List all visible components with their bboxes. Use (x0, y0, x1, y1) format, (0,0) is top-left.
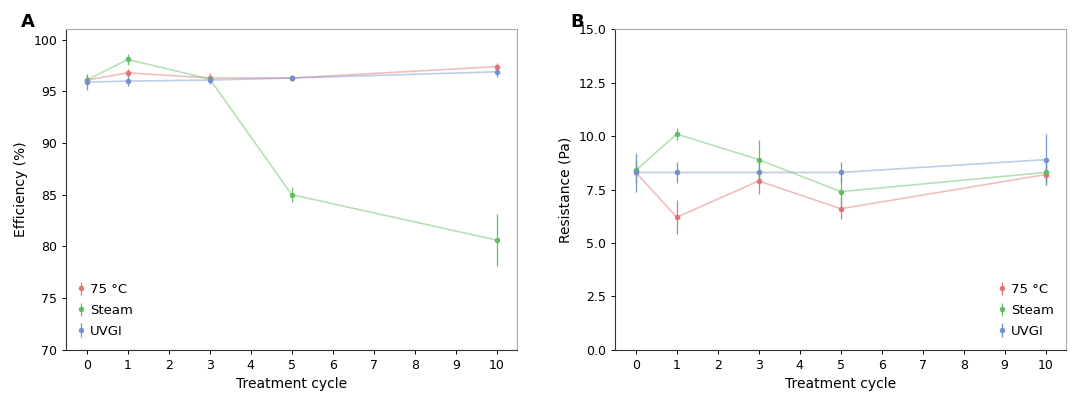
X-axis label: Treatment cycle: Treatment cycle (237, 377, 348, 391)
Text: A: A (22, 13, 36, 32)
X-axis label: Treatment cycle: Treatment cycle (785, 377, 896, 391)
Legend: 75 °C, Steam, UVGI: 75 °C, Steam, UVGI (73, 277, 138, 343)
Legend: 75 °C, Steam, UVGI: 75 °C, Steam, UVGI (995, 277, 1059, 343)
Text: B: B (570, 13, 584, 32)
Y-axis label: Efficiency (%): Efficiency (%) (14, 142, 28, 237)
Y-axis label: Resistance (Pa): Resistance (Pa) (558, 136, 572, 243)
